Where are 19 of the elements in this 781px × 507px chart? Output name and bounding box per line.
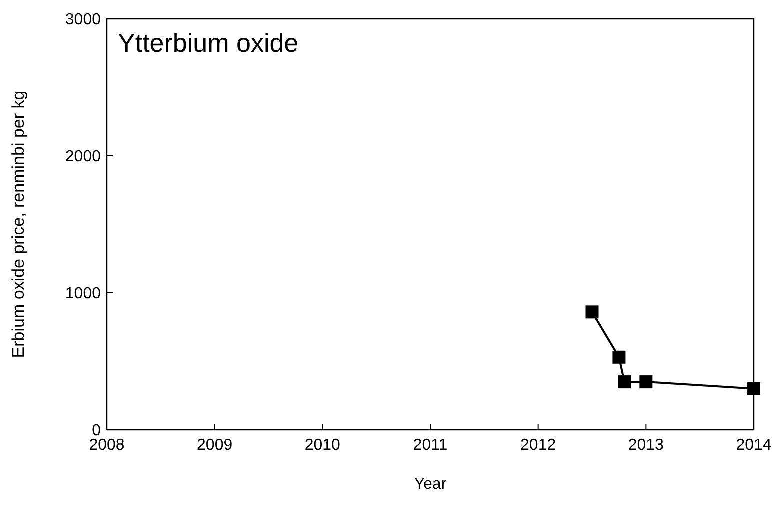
y-axis-title: Erbium oxide price, renminbi per kg <box>9 90 28 358</box>
x-tick-label: 2012 <box>520 437 556 454</box>
x-tick-label: 2013 <box>628 437 664 454</box>
x-axis-title: Year <box>414 476 448 493</box>
x-tick-label: 2008 <box>89 437 125 454</box>
point <box>748 382 760 396</box>
point <box>586 306 599 319</box>
x-tick-label: 2011 <box>413 437 448 454</box>
chart-title: Ytterbium oxide <box>118 28 299 58</box>
x-tick-label: 2010 <box>304 437 341 454</box>
x-tick-label: 2009 <box>197 437 233 454</box>
point <box>640 376 653 389</box>
y-tick-label: 2000 <box>65 148 102 166</box>
y-tick-label: 1000 <box>65 286 102 303</box>
point <box>618 376 632 389</box>
x-tick-label: 2014 <box>736 437 772 454</box>
y-tick-label: 3000 <box>65 12 102 29</box>
y-tick-label: 0 <box>92 422 102 440</box>
point <box>612 350 626 364</box>
